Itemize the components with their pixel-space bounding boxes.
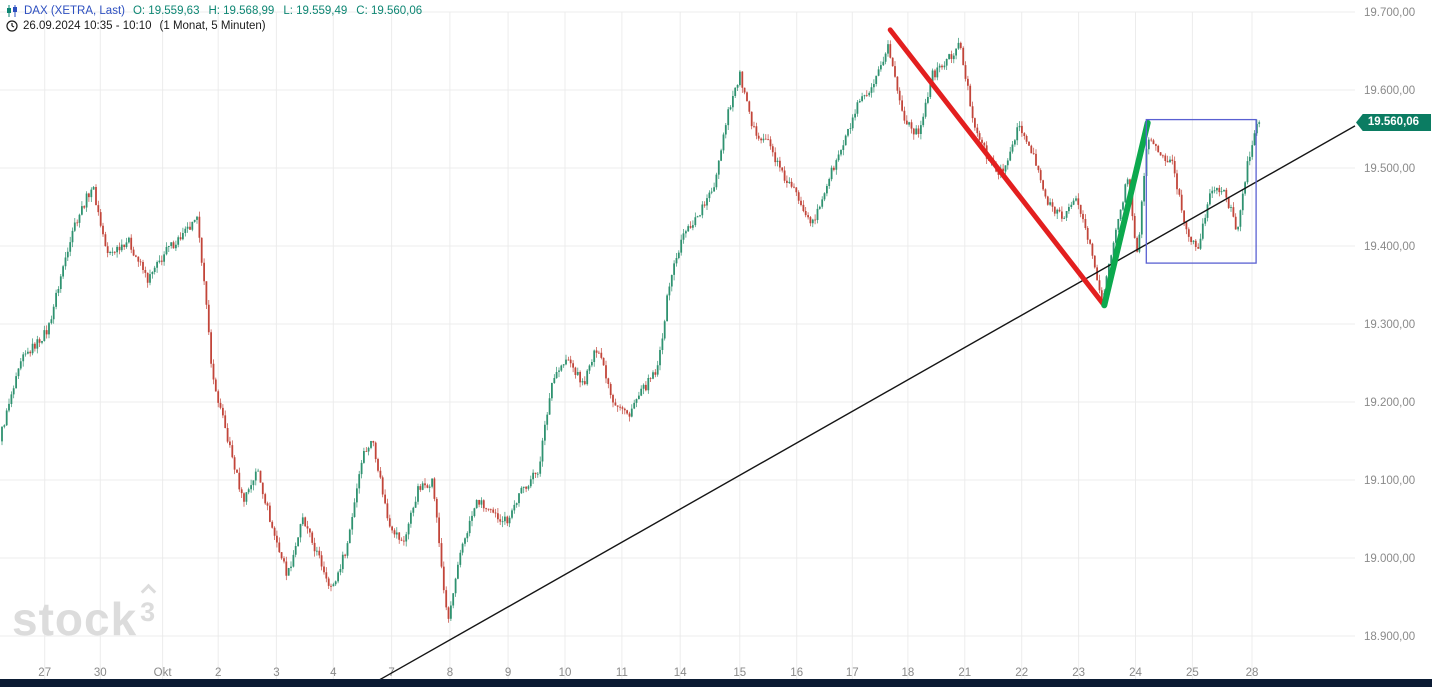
svg-text:2: 2 — [215, 667, 221, 679]
bottom-bar[interactable] — [0, 679, 1432, 687]
watermark-sup: 3 — [140, 583, 157, 628]
svg-text:11: 11 — [616, 667, 628, 679]
svg-text:19.100,00: 19.100,00 — [1364, 475, 1415, 487]
impulse-down-line[interactable] — [887, 27, 1107, 308]
svg-text:10: 10 — [559, 667, 572, 679]
candles-layer — [1, 37, 1261, 623]
svg-text:28: 28 — [1246, 667, 1259, 679]
chart-header: DAX (XETRA, Last) O: 19.559,63 H: 19.568,… — [6, 5, 431, 32]
candlestick-icon — [7, 5, 17, 17]
svg-text:22: 22 — [1015, 667, 1028, 679]
close-value: C: 19.560,06 — [356, 5, 423, 17]
ohlc-values: O: 19.559,63 H: 19.568,99 L: 19.559,49 C: 1… — [133, 5, 431, 17]
timestamp-row: 26.09.2024 10:35 - 10:10 (1 Monat, 5 Min… — [6, 20, 431, 32]
datetime-label: 26.09.2024 10:35 - 10:10 — [23, 20, 152, 32]
svg-text:25: 25 — [1186, 667, 1199, 679]
svg-text:19.200,00: 19.200,00 — [1364, 397, 1415, 409]
clock-icon — [6, 20, 18, 32]
grid-layer — [0, 11, 1355, 679]
svg-text:30: 30 — [94, 667, 107, 679]
svg-text:19.300,00: 19.300,00 — [1364, 319, 1415, 331]
impulse-up-line[interactable] — [1101, 119, 1151, 309]
svg-text:27: 27 — [38, 667, 51, 679]
svg-text:8: 8 — [447, 667, 453, 679]
open-value: O: 19.559,63 — [132, 5, 200, 17]
svg-text:19.700,00: 19.700,00 — [1364, 7, 1415, 19]
consolidation-box[interactable] — [1145, 118, 1257, 264]
svg-text:18.900,00: 18.900,00 — [1364, 631, 1415, 643]
svg-text:23: 23 — [1072, 667, 1085, 679]
svg-text:17: 17 — [846, 667, 859, 679]
instrument-row: DAX (XETRA, Last) O: 19.559,63 H: 19.568,… — [6, 5, 431, 17]
trendline-ascending[interactable] — [352, 125, 1356, 687]
svg-text:19.500,00: 19.500,00 — [1364, 163, 1415, 175]
svg-text:21: 21 — [958, 667, 971, 679]
watermark-sup-digit: 3 — [140, 597, 157, 627]
svg-text:19.400,00: 19.400,00 — [1364, 241, 1415, 253]
svg-text:4: 4 — [330, 667, 337, 679]
svg-text:19.000,00: 19.000,00 — [1364, 553, 1415, 565]
x-axis-labels: 2730Okt23478910111415161718212223242528 — [38, 667, 1258, 679]
svg-text:24: 24 — [1129, 667, 1142, 679]
svg-text:Okt: Okt — [154, 667, 173, 679]
low-value: L: 19.559,49 — [283, 5, 348, 17]
interval-label: (1 Monat, 5 Minuten) — [159, 20, 266, 32]
svg-text:14: 14 — [674, 667, 687, 679]
watermark-text: stock — [12, 593, 138, 645]
high-value: H: 19.568,99 — [208, 5, 275, 17]
svg-text:18: 18 — [902, 667, 915, 679]
svg-text:16: 16 — [790, 667, 803, 679]
svg-text:3: 3 — [273, 667, 279, 679]
last-price-tag: 19.560,06 — [1356, 114, 1431, 131]
y-axis-labels: 19.700,00 19.600,00 19.500,00 19.400,00 19.3… — [1364, 7, 1415, 643]
svg-text:19.600,00: 19.600,00 — [1364, 85, 1415, 97]
svg-text:15: 15 — [733, 667, 746, 679]
stock3-watermark: stock 3 — [12, 583, 157, 646]
symbol-label[interactable]: DAX (XETRA, Last) — [24, 5, 125, 17]
svg-text:9: 9 — [505, 667, 511, 679]
